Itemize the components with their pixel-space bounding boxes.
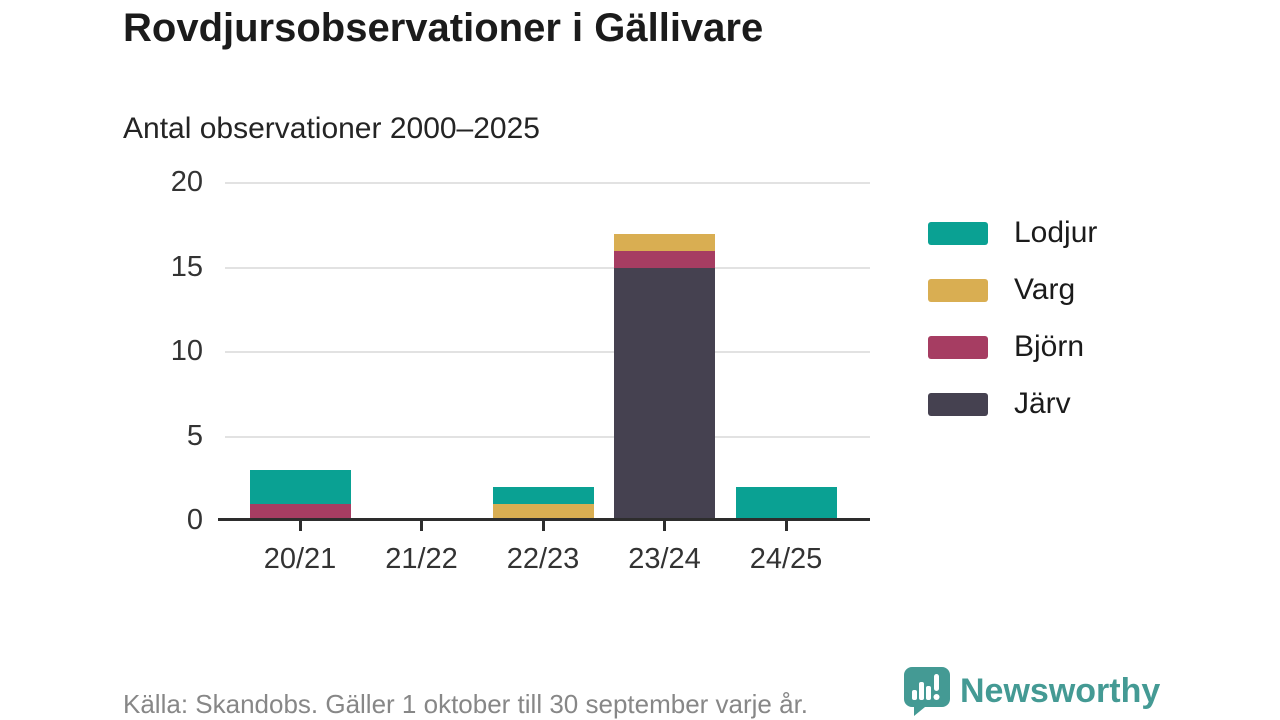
bar-22-23-lodjur xyxy=(492,487,594,505)
plot-area xyxy=(218,182,870,521)
gridline-5 xyxy=(225,435,870,438)
page-title: Rovdjursobservationer i Gällivare xyxy=(123,6,764,50)
legend-item-varg: Varg xyxy=(928,273,1097,307)
bar-20-21-lodjur xyxy=(249,470,351,505)
x-tick-label-24-25: 24/25 xyxy=(749,543,823,575)
y-tick-label-0: 0 xyxy=(186,504,203,536)
x-tick-21-22 xyxy=(420,521,423,531)
bar-20-21-björn xyxy=(249,504,351,521)
newsworthy-bubble-icon xyxy=(904,667,950,716)
y-tick-label-10: 10 xyxy=(170,335,203,367)
legend-item-björn: Björn xyxy=(928,330,1097,364)
y-tick-label-5: 5 xyxy=(186,419,203,452)
bar-23-24-varg xyxy=(614,233,715,251)
y-tick-label-15: 15 xyxy=(170,250,203,283)
x-tick-label-20-21: 20/21 xyxy=(263,543,337,575)
gridline-20 xyxy=(225,182,870,184)
x-tick-20-21 xyxy=(298,521,302,531)
chart-subtitle: Antal observationer 2000–2025 xyxy=(123,112,540,145)
legend-label-järv: Järv xyxy=(1014,387,1071,420)
bar-22-23-varg xyxy=(492,504,594,521)
source-note: Källa: Skandobs. Gäller 1 oktober till 3… xyxy=(123,689,809,719)
x-tick-label-23-24: 23/24 xyxy=(628,543,701,575)
x-tick-24-25 xyxy=(784,521,788,531)
legend-label-björn: Björn xyxy=(1014,330,1085,363)
gridline-15 xyxy=(225,266,870,269)
newsworthy-wordmark: Newsworthy xyxy=(960,671,1161,710)
legend-item-järv: Järv xyxy=(928,387,1097,421)
x-axis-line xyxy=(218,518,870,521)
legend-label-lodjur: Lodjur xyxy=(1014,216,1098,249)
bar-23-24-björn xyxy=(614,250,715,268)
legend-swatch-järv xyxy=(928,392,988,416)
x-tick-23-24 xyxy=(663,521,666,531)
legend-swatch-björn xyxy=(928,335,988,359)
legend-swatch-lodjur xyxy=(928,221,988,245)
legend-item-lodjur: Lodjur xyxy=(928,216,1097,250)
bar-24-25-lodjur xyxy=(735,487,837,521)
x-tick-22-23 xyxy=(541,521,545,531)
legend-swatch-varg xyxy=(928,278,988,302)
x-tick-label-22-23: 22/23 xyxy=(506,543,580,575)
legend-label-varg: Varg xyxy=(1014,273,1076,306)
x-tick-label-21-22: 21/22 xyxy=(385,543,458,575)
legend: Lodjur Varg Björn Järv xyxy=(928,216,1097,421)
bar-23-24-järv xyxy=(614,267,715,521)
gridline-10 xyxy=(225,351,870,353)
newsworthy-logo: Newsworthy xyxy=(903,666,1160,716)
y-tick-label-20: 20 xyxy=(170,166,203,198)
